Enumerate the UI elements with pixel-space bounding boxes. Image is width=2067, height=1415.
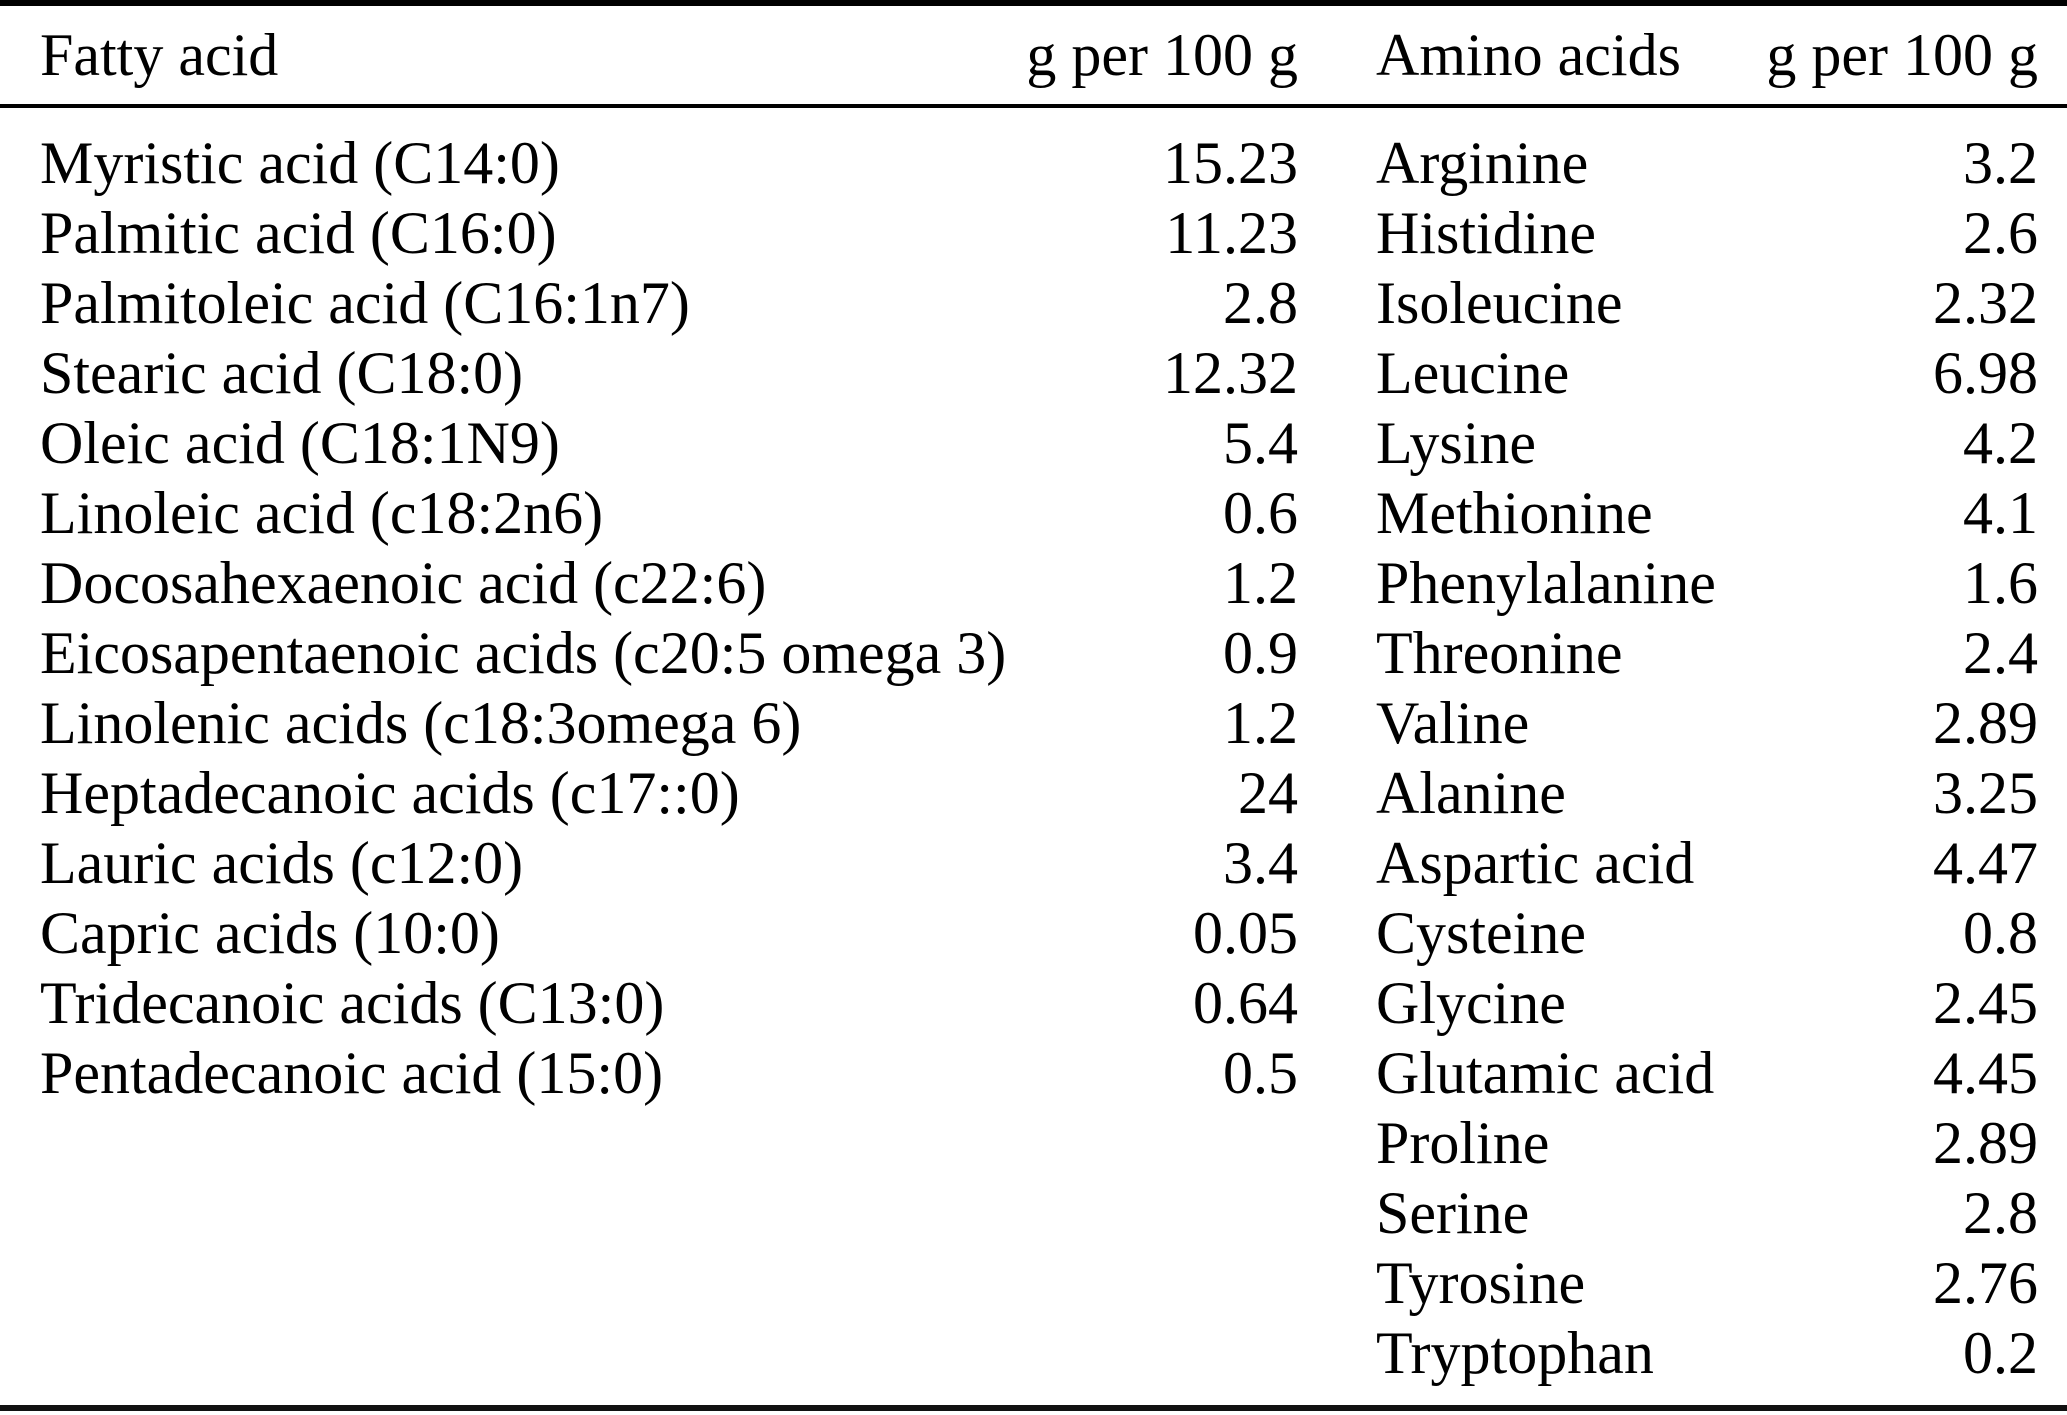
table-row: Serine 2.8 [0, 1178, 2067, 1248]
amino-acid-name-cell: Cysteine [1376, 900, 1586, 966]
amino-acid-name-cell: Isoleucine [1376, 270, 1623, 336]
amino-acid-value-cell: 2.32 [1933, 270, 2038, 336]
table-row: Capric acids (10:0) 0.05 Cysteine 0.8 [0, 898, 2067, 968]
fatty-acid-value-cell: 11.23 [1165, 200, 1298, 266]
header-amino-acids: Amino acids [1376, 22, 1681, 88]
table-row: Palmitoleic acid (C16:1n7) 2.8 Isoleucine 2… [0, 268, 2067, 338]
amino-acid-value-cell: 6.98 [1933, 340, 2038, 406]
amino-acid-value-cell: 2.4 [1963, 620, 2038, 686]
fatty-acid-name-cell: Myristic acid (C14:0) [40, 130, 560, 196]
header-fatty-unit: g per 100 g [1026, 22, 1298, 88]
amino-acid-value-cell: 1.6 [1963, 550, 2038, 616]
table-row: Docosahexaenoic acid (c22:6) 1.2 Phenylala… [0, 548, 2067, 618]
fatty-acid-value-cell: 0.6 [1223, 480, 1298, 546]
table-row: Eicosapentaenoic acids (c20:5 omega 3) 0.… [0, 618, 2067, 688]
table-row: Stearic acid (C18:0) 12.32 Leucine 6.98 [0, 338, 2067, 408]
amino-acid-value-cell: 2.76 [1933, 1250, 2038, 1316]
table-bottom-rule [0, 1405, 2067, 1411]
amino-acid-name-cell: Arginine [1376, 130, 1589, 196]
amino-acid-value-cell: 2.6 [1963, 200, 2038, 266]
amino-acid-name-cell: Valine [1376, 690, 1530, 756]
amino-acid-value-cell: 0.8 [1963, 900, 2038, 966]
amino-acid-value-cell: 2.8 [1963, 1180, 2038, 1246]
amino-acid-value-cell: 2.89 [1933, 690, 2038, 756]
fatty-acid-value-cell: 0.05 [1193, 900, 1298, 966]
fatty-acid-value-cell: 15.23 [1163, 130, 1298, 196]
amino-acid-name-cell: Tyrosine [1376, 1250, 1586, 1316]
amino-acid-value-cell: 3.25 [1933, 760, 2038, 826]
fatty-acid-name-cell: Oleic acid (C18:1N9) [40, 410, 560, 476]
amino-acid-value-cell: 4.2 [1963, 410, 2038, 476]
fatty-acid-name-cell: Lauric acids (c12:0) [40, 830, 524, 896]
amino-acid-name-cell: Lysine [1376, 410, 1536, 476]
table-row: Palmitic acid (C16:0) 11.23 Histidine 2.6 [0, 198, 2067, 268]
fatty-acid-name-cell: Eicosapentaenoic acids (c20:5 omega 3) [40, 620, 1007, 686]
fatty-acid-value-cell: 1.2 [1223, 550, 1298, 616]
fatty-acid-name-cell: Tridecanoic acids (C13:0) [40, 970, 665, 1036]
table-row: Myristic acid (C14:0) 15.23 Arginine 3.2 [0, 128, 2067, 198]
amino-acid-name-cell: Glycine [1376, 970, 1566, 1036]
header-amino-unit: g per 100 g [1766, 22, 2038, 88]
amino-acid-name-cell: Tryptophan [1376, 1320, 1654, 1386]
table-row: Linolenic acids (c18:3omega 6) 1.2 Valine 2… [0, 688, 2067, 758]
fatty-acid-name-cell: Stearic acid (C18:0) [40, 340, 524, 406]
fatty-acid-value-cell: 3.4 [1223, 830, 1298, 896]
table-row: Tryptophan 0.2 [0, 1318, 2067, 1388]
fatty-acid-value-cell: 12.32 [1163, 340, 1298, 406]
table-row: Linoleic acid (c18:2n6) 0.6 Methionine 4.1 [0, 478, 2067, 548]
amino-acid-name-cell: Threonine [1376, 620, 1623, 686]
table-row: Heptadecanoic acids (c17::0) 24 Alanine 3.2… [0, 758, 2067, 828]
table-header-row: Fatty acid g per 100 g Amino acids g per… [0, 6, 2067, 104]
amino-acid-name-cell: Methionine [1376, 480, 1653, 546]
fatty-acid-value-cell: 2.8 [1223, 270, 1298, 336]
table-row: Oleic acid (C18:1N9) 5.4 Lysine 4.2 [0, 408, 2067, 478]
amino-acid-value-cell: 0.2 [1963, 1320, 2038, 1386]
amino-acid-name-cell: Proline [1376, 1110, 1550, 1176]
amino-acid-value-cell: 3.2 [1963, 130, 2038, 196]
fatty-acid-name-cell: Linolenic acids (c18:3omega 6) [40, 690, 802, 756]
table-row: Tridecanoic acids (C13:0) 0.64 Glycine 2.45 [0, 968, 2067, 1038]
fatty-acid-name-cell: Palmitoleic acid (C16:1n7) [40, 270, 690, 336]
table-body: Myristic acid (C14:0) 15.23 Arginine 3.2 Pal… [0, 128, 2067, 1388]
table-row: Pentadecanoic acid (15:0) 0.5 Glutamic aci… [0, 1038, 2067, 1108]
amino-acid-value-cell: 2.89 [1933, 1110, 2038, 1176]
fatty-acid-name-cell: Capric acids (10:0) [40, 900, 500, 966]
fatty-acid-name-cell: Heptadecanoic acids (c17::0) [40, 760, 740, 826]
amino-acid-name-cell: Aspartic acid [1376, 830, 1695, 896]
amino-acid-name-cell: Serine [1376, 1180, 1530, 1246]
table-row: Tyrosine 2.76 [0, 1248, 2067, 1318]
fatty-acid-value-cell: 24 [1238, 760, 1298, 826]
fatty-acid-name-cell: Palmitic acid (C16:0) [40, 200, 557, 266]
header-fatty-acid: Fatty acid [40, 22, 279, 88]
amino-acid-name-cell: Leucine [1376, 340, 1570, 406]
fatty-acid-value-cell: 0.64 [1193, 970, 1298, 1036]
amino-acid-value-cell: 4.1 [1963, 480, 2038, 546]
amino-acid-name-cell: Histidine [1376, 200, 1596, 266]
table-row: Proline 2.89 [0, 1108, 2067, 1178]
fatty-acid-name-cell: Docosahexaenoic acid (c22:6) [40, 550, 767, 616]
fatty-acid-value-cell: 5.4 [1223, 410, 1298, 476]
fatty-acid-value-cell: 0.9 [1223, 620, 1298, 686]
amino-acid-value-cell: 4.47 [1933, 830, 2038, 896]
amino-acid-value-cell: 4.45 [1933, 1040, 2038, 1106]
amino-acid-name-cell: Glutamic acid [1376, 1040, 1715, 1106]
table-top-rule [0, 0, 2067, 6]
amino-acid-name-cell: Phenylalanine [1376, 550, 1716, 616]
amino-acid-name-cell: Alanine [1376, 760, 1566, 826]
fatty-acid-name-cell: Linoleic acid (c18:2n6) [40, 480, 604, 546]
fatty-acid-value-cell: 0.5 [1223, 1040, 1298, 1106]
amino-acid-value-cell: 2.45 [1933, 970, 2038, 1036]
table-header-rule [0, 104, 2067, 108]
table-row: Lauric acids (c12:0) 3.4 Aspartic acid 4.47 [0, 828, 2067, 898]
fatty-acid-name-cell: Pentadecanoic acid (15:0) [40, 1040, 664, 1106]
fatty-acid-value-cell: 1.2 [1223, 690, 1298, 756]
